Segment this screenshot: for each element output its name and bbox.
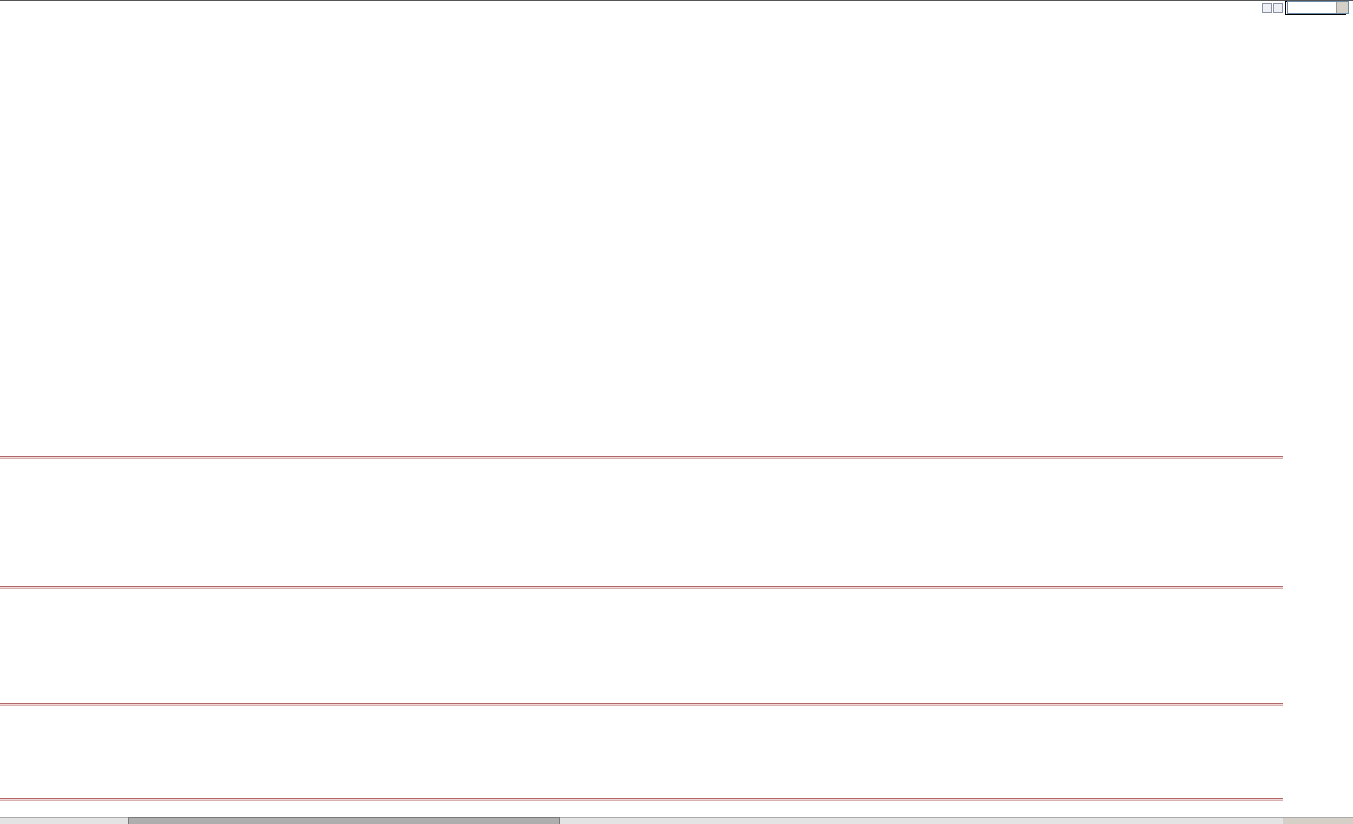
panel-selector[interactable]	[1287, 1, 1349, 14]
restore-icon[interactable]	[1262, 2, 1272, 13]
panel-separator[interactable]	[0, 456, 1283, 459]
horizontal-scrollbar-thumb[interactable]	[128, 817, 560, 824]
chevron-down-icon[interactable]	[1336, 2, 1348, 13]
scrollbar-corner	[1283, 817, 1353, 824]
bollinger-header	[3, 17, 5, 29]
close-icon[interactable]	[1273, 2, 1283, 13]
ema-header	[3, 31, 5, 43]
panel-selector-label	[1288, 2, 1336, 13]
instrument-header	[3, 3, 5, 15]
panel-separator[interactable]	[0, 798, 1283, 801]
panel-controls	[1262, 1, 1349, 14]
panel-separator[interactable]	[0, 586, 1283, 589]
stochastic-header	[3, 593, 5, 605]
macd-header	[3, 461, 5, 473]
panel-separator[interactable]	[0, 703, 1283, 706]
horizontal-scrollbar-track[interactable]	[0, 817, 1283, 824]
rsi-header	[3, 710, 5, 722]
